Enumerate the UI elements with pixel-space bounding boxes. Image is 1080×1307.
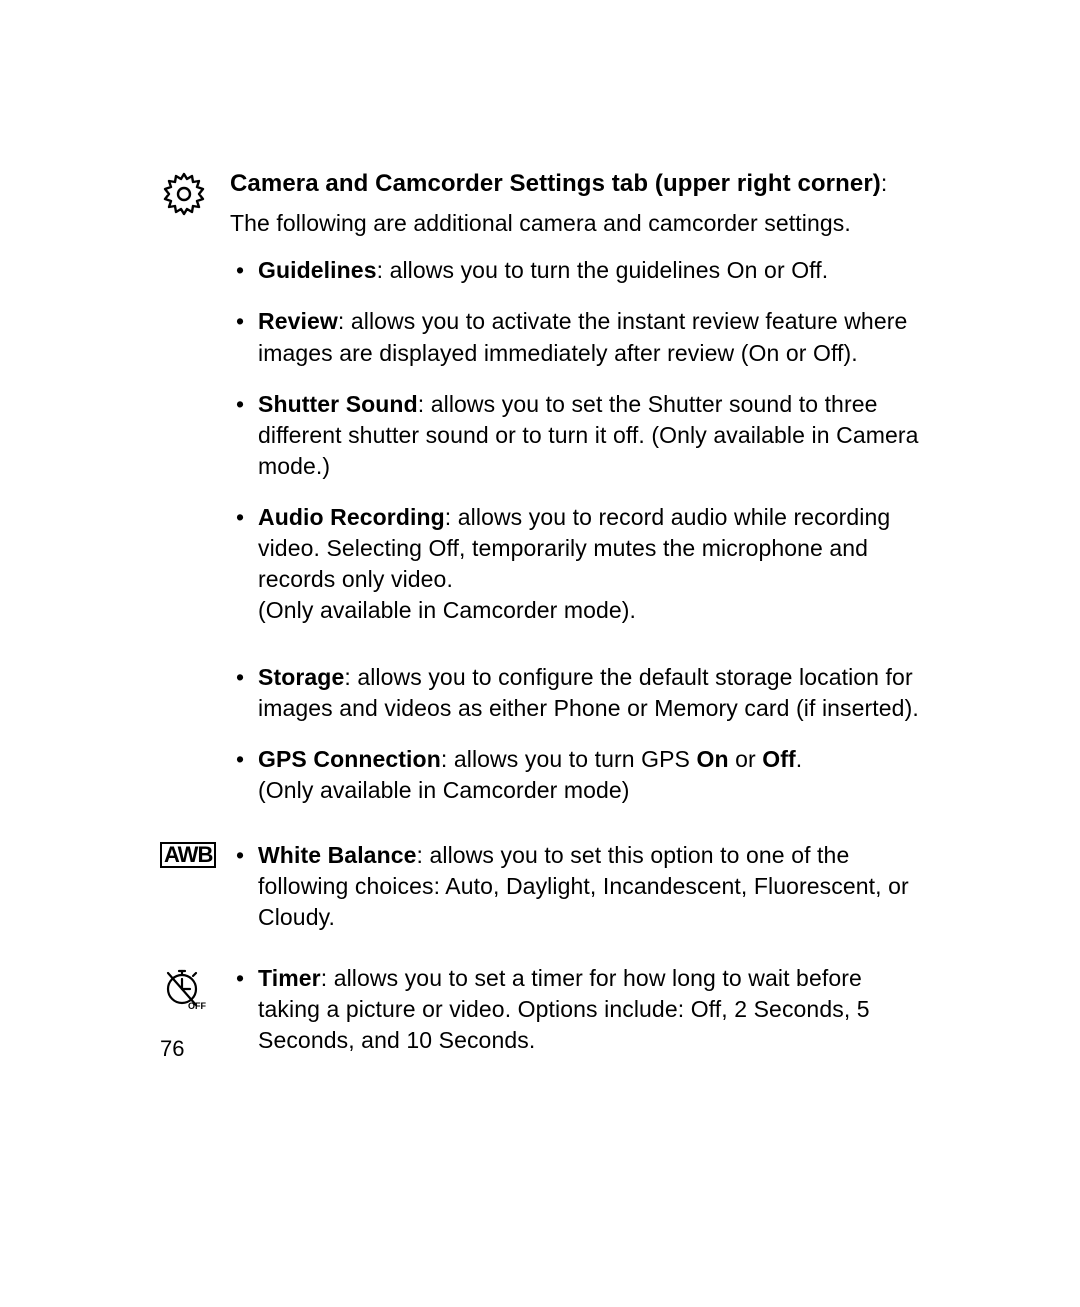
page-number: 76 [160, 1036, 184, 1062]
gps-mid: or [729, 746, 763, 772]
section-heading: Camera and Camcorder Settings tab (upper… [230, 168, 920, 200]
item-label: GPS Connection [258, 746, 441, 772]
timer-section: OFF Timer: allows you to set a timer for… [160, 963, 920, 1076]
gps-post: . [796, 746, 803, 772]
settings-section: Camera and Camcorder Settings tab (upper… [160, 168, 920, 826]
heading-text: Camera and Camcorder Settings tab (upper… [230, 170, 881, 197]
item-label: Timer [258, 965, 321, 991]
item-text: : allows you to turn the guidelines On o… [377, 257, 829, 283]
list-item: White Balance: allows you to set this op… [230, 840, 920, 933]
item-text: : allows you to turn GPS [441, 746, 697, 772]
item-label: Storage [258, 664, 344, 690]
settings-list: Guidelines: allows you to turn the guide… [230, 255, 920, 806]
item-text: : allows you to configure the default st… [258, 664, 919, 721]
wb-text-col: White Balance: allows you to set this op… [230, 840, 920, 953]
item-label: Audio Recording [258, 504, 445, 530]
icon-column [160, 168, 230, 218]
timer-text-col: Timer: allows you to set a timer for how… [230, 963, 920, 1076]
item-label: Shutter Sound [258, 391, 418, 417]
timer-list: Timer: allows you to set a timer for how… [230, 963, 920, 1056]
item-text-2: (Only available in Camcorder mode) [258, 777, 630, 803]
awb-icon: AWB [160, 842, 216, 868]
manual-page: Camera and Camcorder Settings tab (upper… [0, 0, 1080, 1307]
settings-text: Camera and Camcorder Settings tab (upper… [230, 168, 920, 826]
icon-column: AWB [160, 840, 230, 868]
item-text-2: (Only available in Camcorder mode). [258, 597, 636, 623]
list-item: Guidelines: allows you to turn the guide… [230, 255, 920, 286]
item-label: Guidelines [258, 257, 377, 283]
list-item: Shutter Sound: allows you to set the Shu… [230, 389, 920, 482]
gear-icon [160, 170, 208, 218]
svg-text:OFF: OFF [188, 1001, 206, 1011]
white-balance-section: AWB White Balance: allows you to set thi… [160, 840, 920, 953]
list-item: Audio Recording: allows you to record au… [230, 502, 920, 626]
list-item: GPS Connection: allows you to turn GPS O… [230, 744, 920, 806]
item-text: : allows you to set a timer for how long… [258, 965, 870, 1053]
list-item: Review: allows you to activate the insta… [230, 306, 920, 368]
item-label: White Balance [258, 842, 417, 868]
list-item: Timer: allows you to set a timer for how… [230, 963, 920, 1056]
timer-off-icon: OFF [160, 965, 208, 1013]
item-text: : allows you to activate the instant rev… [258, 308, 907, 365]
icon-column: OFF [160, 963, 230, 1013]
intro-text: The following are additional camera and … [230, 208, 920, 239]
wb-list: White Balance: allows you to set this op… [230, 840, 920, 933]
list-item: Storage: allows you to configure the def… [230, 662, 920, 724]
gps-on: On [696, 746, 728, 772]
gps-off: Off [762, 746, 796, 772]
item-label: Review [258, 308, 338, 334]
